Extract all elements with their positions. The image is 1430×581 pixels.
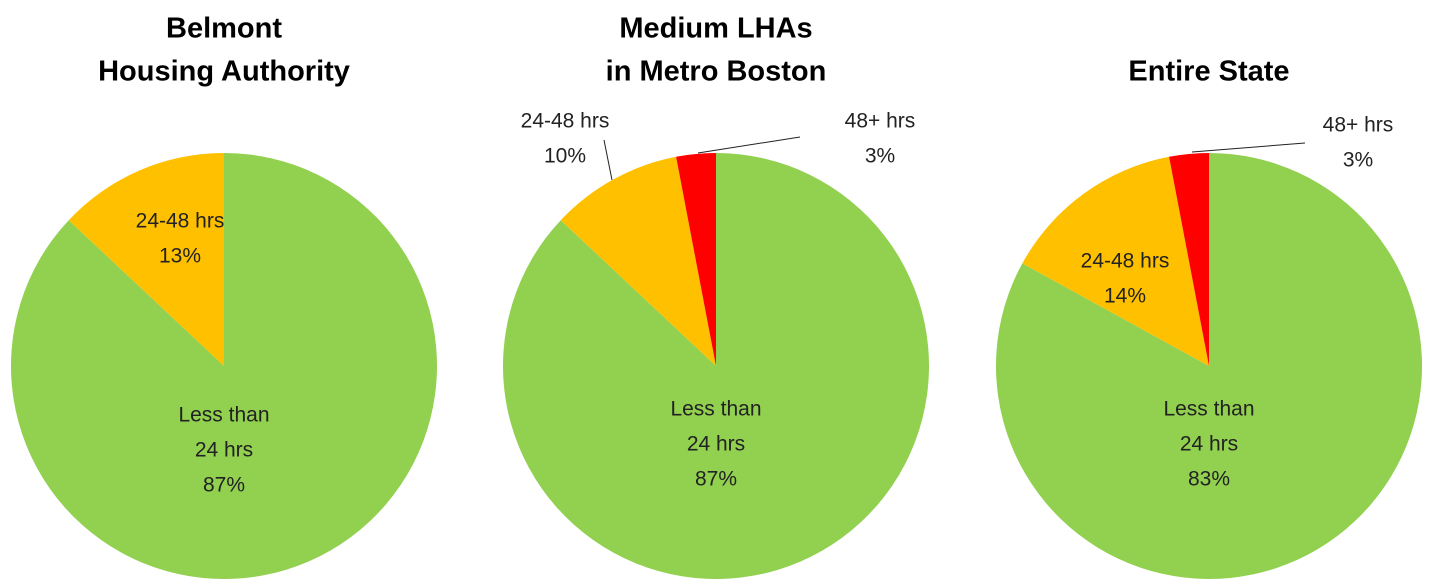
pie-slice [676,153,716,366]
slice-label: Less than [1163,398,1254,421]
slice-value: 3% [865,145,895,168]
pie-slice [560,156,716,366]
slice-value: 14% [1104,285,1146,308]
leader-line [697,136,801,154]
chart-title: Belmont [166,13,282,45]
pie-slice [1169,153,1209,366]
slice-label: 48+ hrs [1323,114,1394,137]
slice-label: Less than [670,398,761,421]
slice-value: 87% [695,468,737,491]
slice-label: 24 hrs [687,433,745,456]
chart-title: Housing Authority [98,56,350,88]
slice-value: 13% [159,245,201,268]
slice-value: 3% [1343,149,1373,172]
slice-label: 24-48 hrs [136,210,225,233]
pie-slice [1022,156,1209,366]
slice-value: 87% [203,474,245,497]
slice-label: Less than [178,404,269,427]
slice-label: 24-48 hrs [521,110,610,133]
leader-line [1191,142,1306,153]
chart-title: Entire State [1128,56,1289,88]
leader-line [603,139,613,181]
chart-title: Medium LHAs [619,13,812,45]
slice-label: 24 hrs [1180,433,1238,456]
pie-slice [68,153,225,366]
slice-value: 83% [1188,468,1230,491]
pie-slice [995,153,1422,580]
slice-label: 24-48 hrs [1081,250,1170,273]
slice-label: 24 hrs [195,439,253,462]
slice-label: 48+ hrs [845,110,916,133]
slice-value: 10% [544,145,586,168]
chart-title: in Metro Boston [606,56,827,88]
pie-slice [10,153,438,579]
